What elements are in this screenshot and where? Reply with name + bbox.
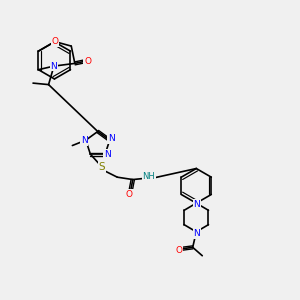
Text: N: N xyxy=(104,150,111,159)
Text: O: O xyxy=(176,246,183,255)
Text: N: N xyxy=(194,229,200,238)
Text: N: N xyxy=(81,136,88,145)
Text: N: N xyxy=(108,134,115,143)
Text: N: N xyxy=(51,61,57,70)
Text: O: O xyxy=(126,190,133,199)
Text: O: O xyxy=(84,56,91,65)
Text: NH: NH xyxy=(142,172,155,181)
Text: S: S xyxy=(98,162,105,172)
Text: O: O xyxy=(51,37,58,46)
Text: N: N xyxy=(194,200,200,209)
